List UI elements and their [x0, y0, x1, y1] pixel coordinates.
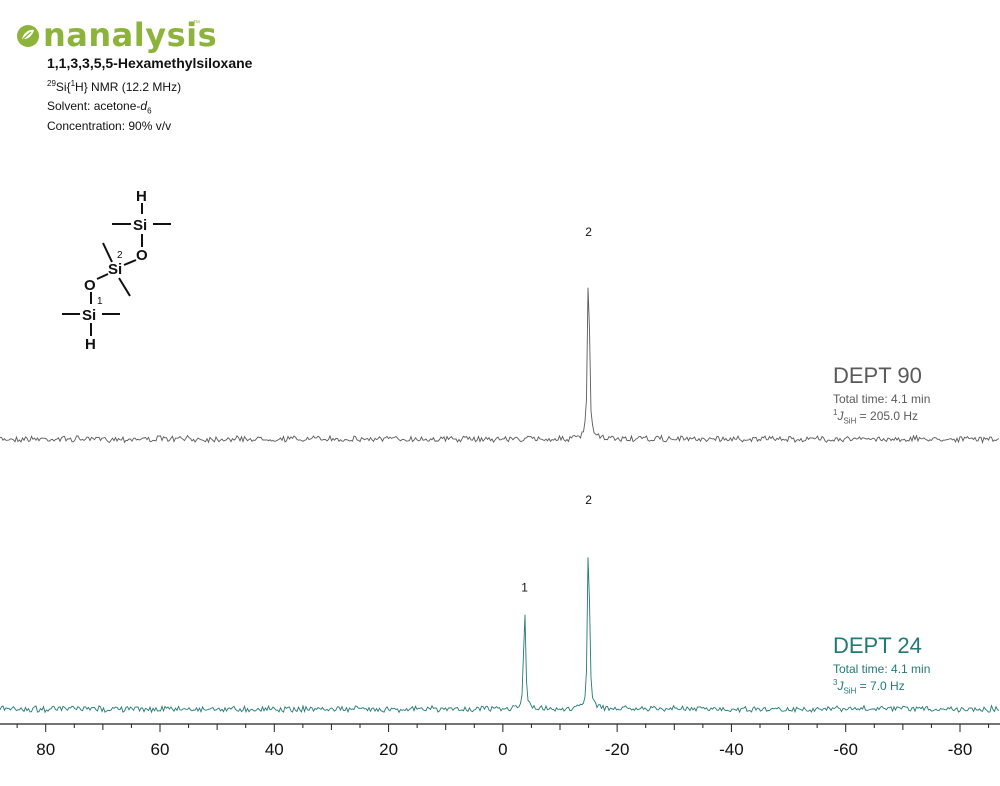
x-tick-label: 60 — [151, 740, 170, 759]
atom-label-2: 2 — [117, 250, 123, 261]
spectrum-trace-dept-90 — [0, 287, 1000, 445]
atom-si-bottom: Si — [82, 307, 96, 324]
peak-label-2: 2 — [585, 225, 592, 239]
x-tick-label: 20 — [379, 740, 398, 759]
dept-90-coupling: 1JSiH = 205.0 Hz — [833, 408, 919, 426]
atom-o-top: O — [136, 247, 148, 264]
dept-90-j-sub: SiH — [843, 416, 857, 426]
atom-h-top: H — [136, 188, 147, 205]
x-tick-label: -80 — [948, 740, 973, 759]
x-axis-ticks: 80 60 40 20 0 -20 -40 -60 -80 — [16, 724, 990, 759]
nmr-experiment: 29Si{1H} NMR (12.2 MHz) — [47, 79, 181, 94]
dept-24-j-sup: 3 — [833, 678, 838, 687]
x-tick-label: -40 — [719, 740, 744, 759]
solvent-line: Solvent: acetone-d6 — [47, 99, 152, 115]
brand-trademark: ™ — [193, 20, 200, 27]
x-tick-label: -20 — [605, 740, 630, 759]
x-tick-label: 0 — [498, 740, 507, 759]
dept-24-title: DEPT 24 — [833, 633, 922, 658]
atom-si-top: Si — [133, 217, 147, 234]
dept-90-j-sup: 1 — [833, 408, 838, 417]
dept-90-j-value: = 205.0 Hz — [856, 409, 919, 423]
concentration-line: Concentration: 90% v/v — [47, 119, 172, 133]
x-tick-label: 80 — [36, 740, 55, 759]
peak-label-1: 1 — [521, 581, 528, 595]
dept-90-title: DEPT 90 — [833, 363, 922, 388]
spectrum-trace-dept-24 — [0, 557, 1000, 714]
nmr-text-a: Si{ — [55, 80, 71, 94]
peak-labels-dept-24: 12 — [521, 493, 592, 595]
dept-24-j-value: = 7.0 Hz — [856, 679, 905, 693]
solvent-label: Solvent: acetone- — [47, 99, 141, 113]
atom-h-bottom: H — [85, 336, 96, 353]
nmr-text-b: H} NMR (12.2 MHz) — [75, 80, 182, 94]
nmr-decouple-sup: 1 — [70, 79, 76, 88]
x-tick-label: -60 — [833, 740, 858, 759]
dept-24-j-sub: SiH — [843, 686, 857, 696]
dept-24-coupling: 3JSiH = 7.0 Hz — [833, 678, 905, 696]
dept-24-total-time: Total time: 4.1 min — [833, 662, 931, 676]
solvent-italic: d — [140, 99, 148, 113]
molecule-structure: H Si O Si O Si H 2 1 — [62, 188, 171, 353]
solvent-sub: 6 — [147, 106, 152, 116]
brand-logo: nanalysis ™ — [16, 16, 217, 54]
peak-label-2: 2 — [585, 493, 592, 507]
nmr-isotope-sup: 29 — [47, 79, 56, 88]
atom-label-1: 1 — [97, 296, 103, 307]
atom-o-bottom: O — [84, 277, 96, 294]
brand-name: nanalysis — [43, 16, 218, 54]
x-tick-label: 40 — [265, 740, 284, 759]
compound-name: 1,1,3,3,5,5-Hexamethylsiloxane — [47, 55, 253, 71]
atom-si-middle: Si — [108, 261, 122, 278]
peak-labels-dept-90: 2 — [585, 225, 592, 239]
dept-90-total-time: Total time: 4.1 min — [833, 392, 931, 406]
leaf-circle-icon — [17, 25, 39, 47]
